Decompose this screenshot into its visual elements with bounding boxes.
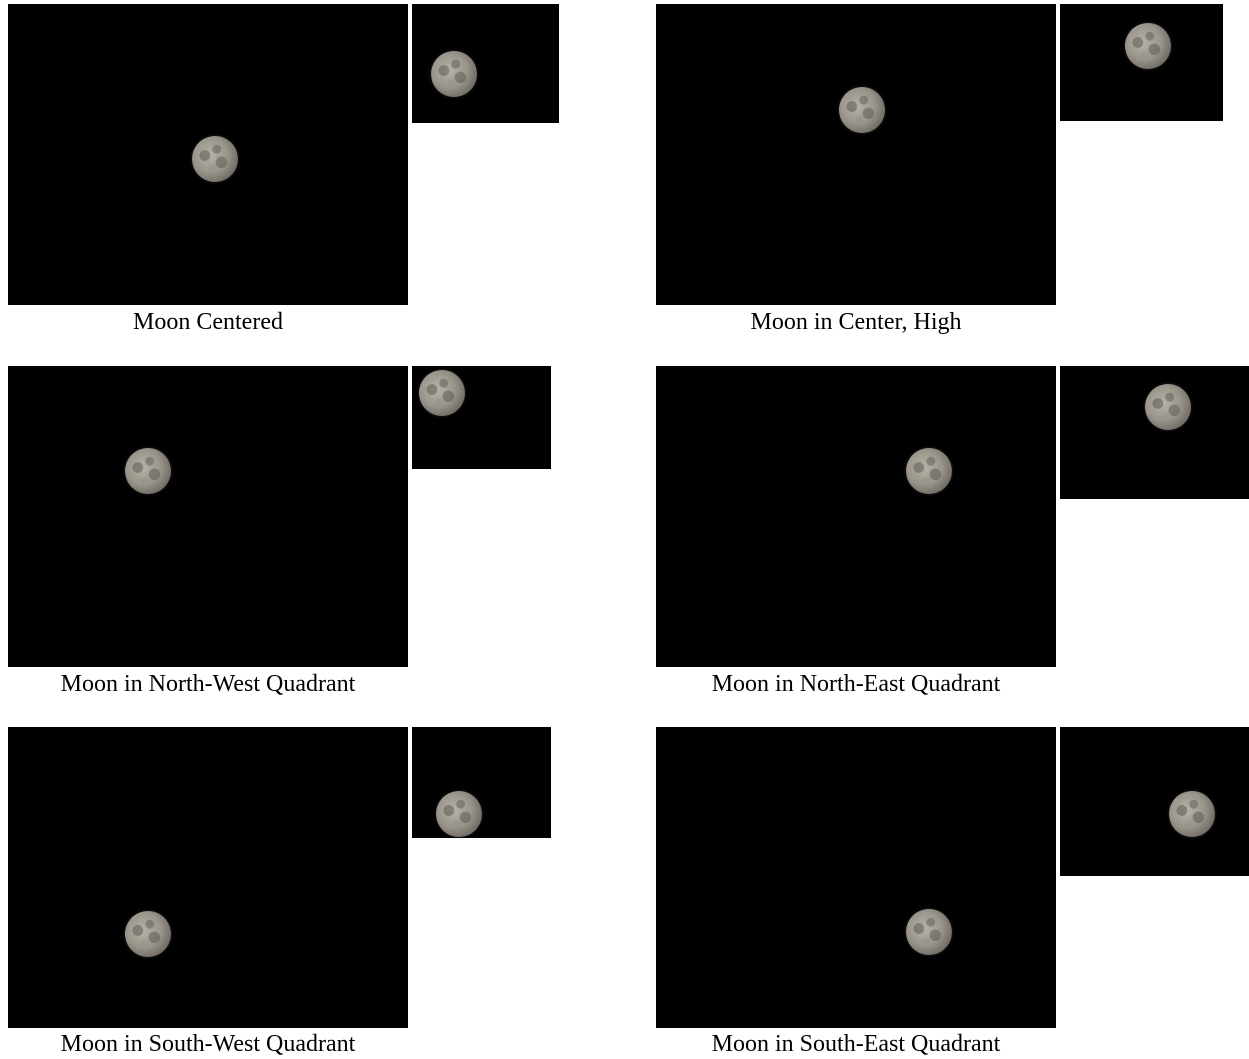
moon bbox=[431, 786, 487, 842]
thumbnail-moon-south-east bbox=[1060, 727, 1249, 876]
moon bbox=[901, 443, 957, 499]
thumbnail-moon-center-high bbox=[1060, 4, 1223, 121]
moon bbox=[120, 906, 176, 962]
moon bbox=[187, 131, 243, 187]
figure-caption: Moon in South-West Quadrant bbox=[60, 1031, 356, 1057]
moon bbox=[1164, 786, 1220, 842]
thumbnail-moon-north-east bbox=[1060, 366, 1249, 499]
figure-caption: Moon Centered bbox=[133, 309, 283, 335]
moon bbox=[1120, 18, 1176, 74]
figure-caption: Moon in North-East Quadrant bbox=[711, 671, 1001, 697]
photo-moon-north-east bbox=[656, 366, 1056, 667]
thumbnail-moon-north-west bbox=[412, 365, 551, 469]
thumbnail-moon-centered bbox=[412, 4, 559, 123]
moon bbox=[834, 82, 890, 138]
figure-caption: Moon in North-West Quadrant bbox=[60, 671, 356, 697]
moon bbox=[1140, 379, 1196, 435]
figure-caption: Moon in Center, High bbox=[750, 309, 962, 335]
figure-caption: Moon in South-East Quadrant bbox=[711, 1031, 1001, 1057]
moon bbox=[901, 904, 957, 960]
photo-moon-centered bbox=[8, 4, 408, 305]
photo-moon-south-west bbox=[8, 727, 408, 1028]
photo-moon-center-high bbox=[656, 4, 1056, 305]
photo-moon-south-east bbox=[656, 727, 1056, 1028]
moon bbox=[426, 46, 482, 102]
photo-moon-north-west bbox=[8, 366, 408, 667]
moon bbox=[414, 365, 470, 421]
thumbnail-moon-south-west bbox=[412, 727, 551, 842]
moon bbox=[120, 443, 176, 499]
